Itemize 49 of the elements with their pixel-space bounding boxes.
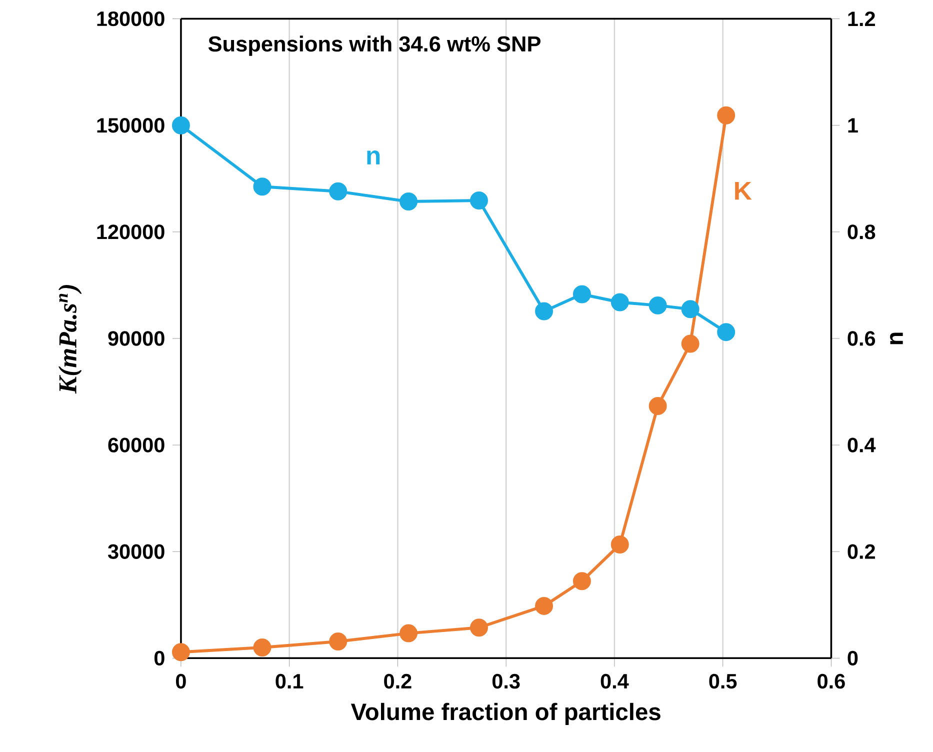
y-tick-label: 60000	[108, 438, 164, 452]
point	[717, 323, 736, 342]
point	[172, 643, 190, 662]
point	[329, 182, 348, 200]
y-axis-title: K(mPa.s$^{n}$)	[58, 285, 82, 394]
series-label: n	[367, 150, 380, 164]
y-tick-label: 90000	[108, 331, 164, 346]
y2-tick-label: 0.8	[848, 224, 876, 240]
y-tick-label: 120000	[97, 224, 164, 240]
point	[172, 116, 190, 134]
point	[329, 632, 348, 650]
x-tick-label: 0.5	[709, 674, 737, 689]
point	[253, 638, 272, 656]
y2-tick-label: 0.6	[848, 331, 876, 346]
point	[535, 596, 554, 615]
x-tick-label: 0.4	[600, 674, 629, 689]
point	[681, 300, 700, 318]
y-tick-label: 30000	[108, 544, 164, 559]
x-tick-label: 0.2	[384, 674, 412, 689]
y2-tick-label: 1.2	[848, 12, 875, 26]
point	[610, 535, 629, 554]
point	[648, 296, 667, 314]
point	[572, 572, 591, 590]
point	[470, 191, 488, 210]
y2-axis-title: n	[890, 332, 903, 344]
point	[717, 106, 736, 124]
y2-tick-label: 1	[848, 118, 858, 132]
x-tick-label: 0.3	[492, 674, 520, 689]
series-label: K	[735, 182, 752, 200]
x-tick-label: 0	[176, 674, 186, 689]
x-tick-label: 0.6	[818, 674, 845, 689]
y-tick-label: 180000	[97, 11, 164, 26]
point	[400, 192, 418, 211]
y2-tick-label: 0.2	[848, 544, 875, 559]
x-axis-title: Volume fraction of particles	[350, 702, 660, 725]
y-tick-label: 0	[154, 650, 164, 666]
y-tick-label: 150000	[97, 118, 164, 133]
point	[535, 302, 554, 320]
point	[610, 293, 629, 312]
y2-tick-label: 0	[848, 650, 858, 666]
point	[681, 334, 700, 353]
y2-tick-label: 0.4	[848, 438, 876, 452]
point	[253, 178, 272, 196]
text: Suspensions with 34.6 wt% SNP	[208, 36, 540, 56]
point	[470, 618, 488, 637]
point	[400, 624, 418, 642]
x-tick-label: 0.1	[276, 674, 304, 689]
point	[572, 285, 591, 304]
point	[648, 396, 667, 415]
